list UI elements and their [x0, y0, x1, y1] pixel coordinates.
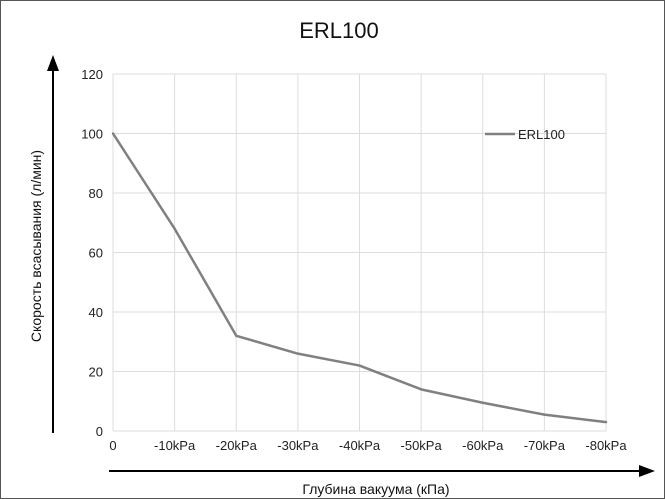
grid	[112, 73, 607, 432]
y-tick-label: 20	[89, 365, 103, 380]
x-tick-label: -20kPa	[216, 438, 258, 453]
x-tick-label: -70kPa	[524, 438, 566, 453]
x-tick-label: -50kPa	[401, 438, 443, 453]
data-point	[604, 420, 608, 424]
data-point	[358, 364, 361, 367]
x-tick-label: -30kPa	[277, 438, 319, 453]
y-tick-label: 0	[96, 424, 103, 439]
x-tick-label: -40kPa	[339, 438, 381, 453]
y-axis-label: Скорость всасывания (л/мин)	[28, 150, 44, 342]
legend-label: ERL100	[518, 127, 565, 142]
y-tick-labels: 0 20 40 60 80 100 120	[81, 67, 103, 439]
x-tick-labels: 0 -10kPa -20kPa -30kPa -40kPa -50kPa -60kPa -70…	[109, 438, 627, 453]
data-point	[419, 388, 423, 391]
series-layer	[111, 132, 608, 424]
x-axis-label: Глубина вакуума (кПа)	[302, 481, 449, 497]
legend: ERL100	[485, 127, 565, 142]
data-point	[543, 413, 546, 416]
y-axis-arrow	[47, 55, 59, 433]
x-tick-label: -80kPa	[585, 438, 627, 453]
x-tick-label: 0	[109, 438, 116, 453]
x-tick-label: -10kPa	[154, 438, 196, 453]
x-tick-label: -60kPa	[462, 438, 504, 453]
chart-title: ERL100	[299, 18, 379, 43]
data-point	[111, 132, 115, 135]
y-tick-label: 100	[81, 127, 103, 142]
x-axis-arrow	[109, 465, 655, 477]
y-tick-label: 80	[89, 186, 103, 201]
data-point	[173, 227, 176, 230]
data-point	[481, 401, 484, 404]
data-point	[235, 334, 238, 337]
y-tick-label: 60	[89, 246, 103, 261]
y-tick-label: 120	[81, 67, 103, 82]
data-point	[296, 352, 300, 355]
y-tick-label: 40	[89, 305, 103, 320]
